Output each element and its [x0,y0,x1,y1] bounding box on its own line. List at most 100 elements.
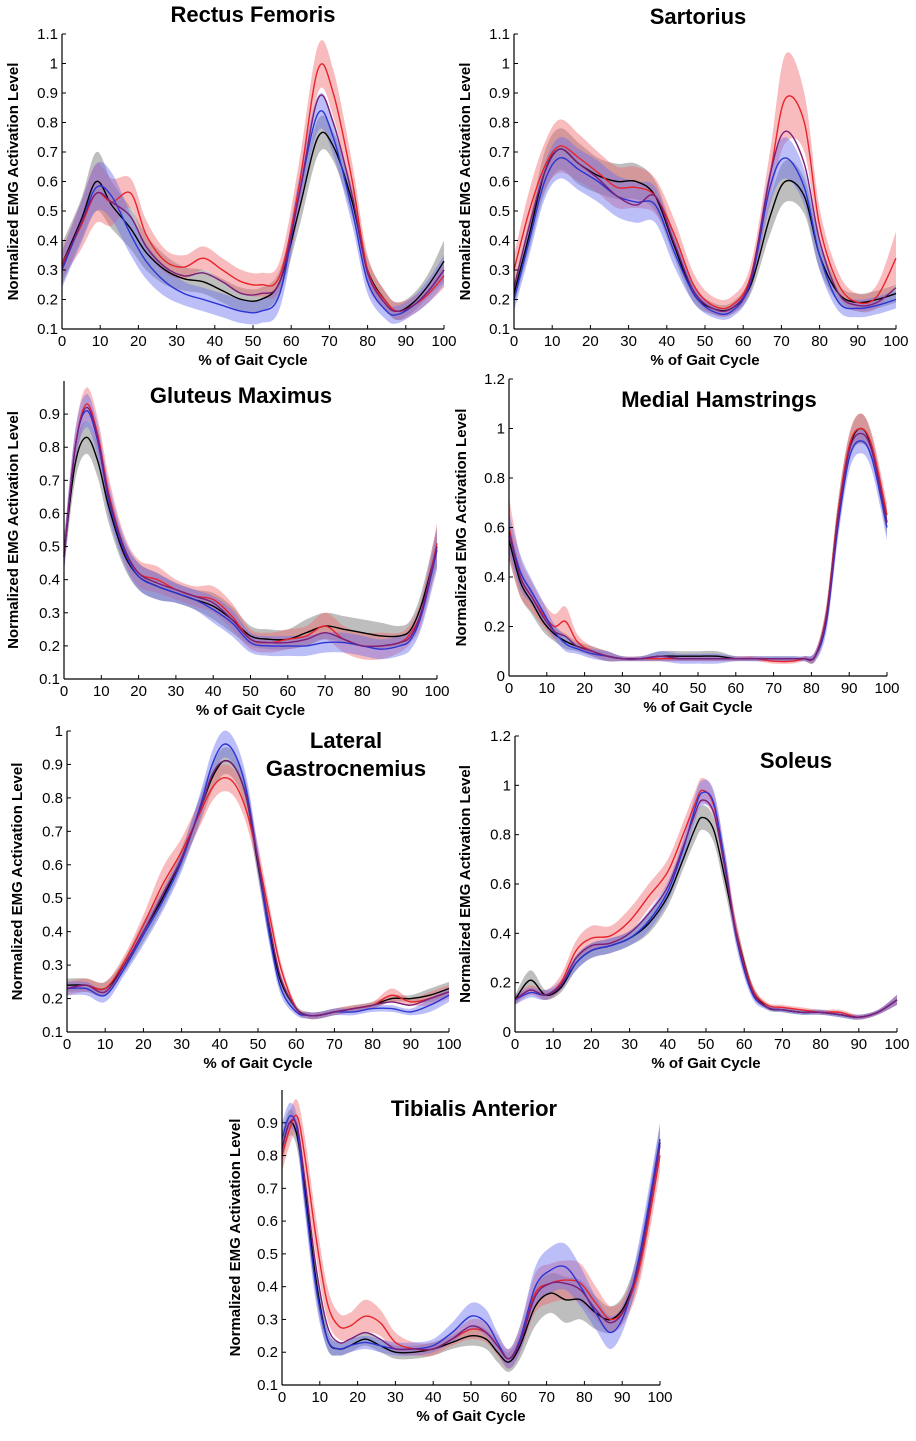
x-tick-label: 30 [173,1036,190,1053]
band-blue [515,779,897,1020]
chart-title: Tibialis Anterior [391,1096,558,1121]
y-tick-label: 0.9 [39,406,60,423]
chart-title: Lateral [310,728,382,753]
y-tick-label: 0.7 [42,823,63,840]
band-black [515,805,897,1020]
x-tick-label: 10 [92,333,109,350]
x-tick-label: 0 [60,683,68,700]
x-tick-label: 50 [698,1036,715,1053]
y-tick-label: 0.1 [37,321,58,338]
x-tick-label: 30 [168,683,185,700]
x-axis-label: % of Gait Cycle [651,1055,760,1072]
x-tick-label: 0 [510,333,518,350]
x-tick-label: 30 [621,1036,638,1053]
y-tick-label: 0.3 [39,605,60,622]
x-tick-label: 50 [697,333,714,350]
x-tick-label: 70 [538,1389,555,1406]
x-tick-label: 80 [354,683,371,700]
x-tick-label: 60 [500,1389,517,1406]
y-tick-label: 0.2 [39,638,60,655]
line-red [61,63,445,313]
line-purple [66,760,450,1017]
y-tick-label: 0.1 [42,1024,63,1041]
chart-title: Rectus Femoris [170,2,335,27]
band-red [514,52,896,318]
x-tick-label: 40 [206,333,223,350]
band-black [514,128,896,317]
x-tick-label: 80 [811,333,828,350]
y-tick-label: 0.6 [489,174,510,191]
x-tick-label: 0 [505,680,513,697]
x-tick-label: 10 [93,683,110,700]
y-tick-label: 0.9 [257,1115,278,1132]
y-tick-label: 0.4 [37,233,58,250]
x-axis-label: % of Gait Cycle [643,699,752,716]
y-tick-label: 0.4 [490,925,511,942]
x-tick-label: 10 [538,680,555,697]
y-tick-label: 0.8 [489,115,510,132]
x-tick-label: 50 [463,1389,480,1406]
x-tick-label: 100 [647,1389,672,1406]
y-tick-label: 0.8 [257,1148,278,1165]
x-tick-label: 70 [765,680,782,697]
x-tick-label: 10 [97,1036,114,1053]
x-tick-label: 70 [317,683,334,700]
y-tick-label: 1.2 [490,728,511,745]
band-black [62,115,444,321]
x-tick-label: 80 [364,1036,381,1053]
y-tick-label: 0.2 [257,1344,278,1361]
y-tick-label: 0.5 [489,203,510,220]
line-purple [281,1118,661,1360]
x-tick-label: 10 [544,333,561,350]
x-tick-label: 20 [135,1036,152,1053]
y-axis-label: Normalized EMG Activation Level [5,63,22,301]
x-tick-label: 100 [874,680,899,697]
band-black [67,747,449,1020]
chart-panel: 0 10 20 30 40 50 60 70 80 90 100 0.1 0.2 0.3 0.4 0.5 0.6… [5,381,450,719]
x-tick-label: 60 [735,333,752,350]
x-tick-label: 10 [545,1036,562,1053]
y-tick-label: 0.4 [42,924,63,941]
x-tick-label: 80 [812,1036,829,1053]
line-purple [514,799,898,1018]
y-tick-label: 0.8 [37,115,58,132]
x-axis-label: % of Gait Cycle [203,1055,312,1072]
x-tick-label: 0 [63,1036,71,1053]
band-blue [67,730,449,1020]
y-tick-label: 0.6 [37,174,58,191]
band-black [509,413,887,664]
x-tick-label: 30 [168,333,185,350]
band-red [67,764,449,1020]
x-tick-label: 60 [727,680,744,697]
line-purple [508,432,888,661]
y-tick-label: 0.4 [39,572,60,589]
y-axis-label: Normalized EMG Activation Level [9,763,26,1001]
line-purple [63,406,438,648]
band-red [62,40,444,321]
x-tick-label: 50 [690,680,707,697]
chart-panel: 0 10 20 30 40 50 60 70 80 90 100 0.1 0.2 0.3 0.4 0.5 0.6… [227,1090,673,1425]
x-tick-label: 40 [652,680,669,697]
y-tick-label: 0.2 [489,292,510,309]
x-tick-label: 20 [349,1389,366,1406]
y-tick-label: 1.1 [37,26,58,43]
line-blue [513,156,897,315]
x-tick-label: 0 [278,1389,286,1406]
x-tick-label: 40 [211,1036,228,1053]
x-tick-label: 90 [841,680,858,697]
y-tick-label: 0.7 [37,144,58,161]
chart-panel: 0 10 20 30 40 50 60 70 80 90 100 0.1 0.2 0.3 0.4 0.5 0.6… [5,2,457,369]
band-blue [62,93,444,325]
chart-title: Gastrocnemius [266,756,426,781]
x-tick-label: 80 [576,1389,593,1406]
line-red [281,1114,661,1360]
x-tick-label: 50 [250,1036,267,1053]
line-blue [281,1115,661,1360]
y-tick-label: 0.4 [489,233,510,250]
x-tick-label: 30 [614,680,631,697]
y-tick-label: 0.6 [484,520,505,537]
x-tick-label: 60 [736,1036,753,1053]
x-tick-label: 60 [279,683,296,700]
y-tick-label: 0.8 [39,439,60,456]
